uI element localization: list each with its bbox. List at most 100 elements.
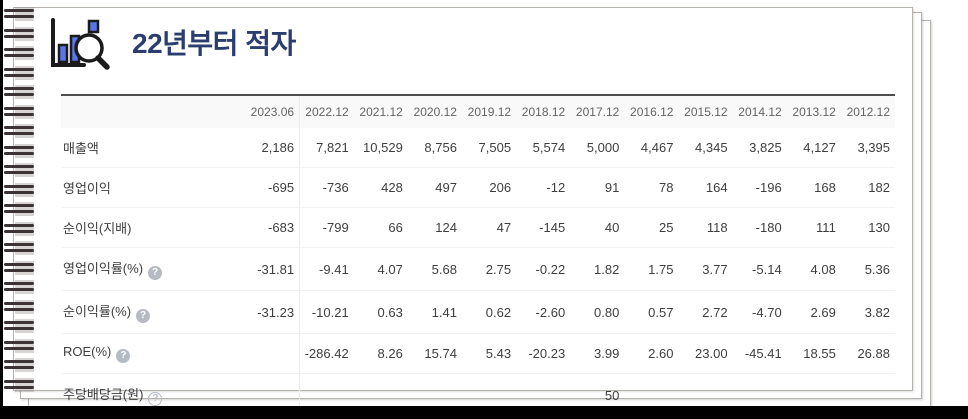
notebook-page: 22년부터 적자 2023.06 2022.12 2021.12 2020.12 201… [13,7,913,417]
row-label: 순이익률(%)? [61,290,212,334]
row-label: 순이익(지배) [61,207,212,248]
spiral-ring-icon [4,7,34,21]
spiral-ring-icon [4,26,34,41]
table-cell: 23.00 [678,333,733,374]
spiral-ring-icon [4,85,34,99]
spiral-ring-icon [4,241,34,255]
table-cell: 47 [461,207,517,248]
table-cell: 4,345 [678,128,733,168]
table-cell: 66 [353,207,408,248]
table-cell: 3.77 [678,247,733,291]
table-cell: 5,000 [570,128,625,168]
spiral-ring-icon [4,260,34,275]
spiral-ring-icon [4,182,34,197]
table-cell: 3,395 [840,128,895,168]
table-cell: 3.82 [840,290,895,334]
table-cell: -683 [211,207,301,248]
table-cell: 10,529 [353,128,408,168]
table-cell: -695 [211,167,301,208]
table-cell: 118 [678,207,733,248]
spiral-ring-icon [4,104,34,119]
help-icon[interactable]: ? [136,309,151,323]
table-cell: -20.23 [516,333,571,374]
table-row: ROE(%)? -286.42 8.26 15.74 5.43 -20.23 3.99 2.6… [61,333,895,374]
table-cell: -10.21 [299,290,354,334]
table-cell: 164 [678,167,733,208]
table-row: 영업이익 -695 -736 428 497 206 -12 91 78 164 -196 168 18… [61,167,895,208]
table-cell: -286.42 [299,333,354,374]
table-cell: 428 [353,167,408,208]
column-header: 2020.12 [407,95,462,128]
table-cell: 5,574 [516,128,571,168]
table-cell: -145 [516,207,571,248]
spiral-ring-icon [4,319,34,333]
column-header-empty [61,95,212,128]
table-cell: 3,825 [732,128,787,168]
table-cell: 497 [407,167,462,208]
table-row: 순이익률(%)? -31.23 -10.21 0.63 1.41 0.62 -2.60 0.8… [61,290,895,334]
column-header: 2017.12 [570,95,625,128]
table-cell: -180 [732,207,787,248]
bar-chart-magnifier-icon [51,18,110,70]
table-cell: -31.23 [211,290,301,334]
spiral-ring-icon [4,299,34,314]
table-cell: -45.41 [732,333,787,374]
table-cell: 2.69 [786,290,841,334]
title-row: 22년부터 적자 [48,18,296,70]
row-label: 영업이익률(%)? [61,247,212,291]
table-cell: 5.36 [840,247,895,291]
spiral-binding [0,0,40,419]
spiral-ring-icon [4,163,34,177]
table-cell: -0.22 [516,247,571,291]
help-icon[interactable]: ? [148,266,163,280]
table-cell: 3.99 [570,333,625,374]
table-cell: 4,467 [624,128,679,168]
table-cell: 8.26 [353,333,408,374]
table-row: 영업이익률(%)? -31.81 -9.41 4.07 5.68 2.75 -0.22 1.8… [61,247,895,291]
screenshot-left-black-edge [0,0,3,419]
spiral-ring-icon [4,280,34,294]
help-icon[interactable]: ? [148,392,163,406]
table-cell: 168 [786,167,841,208]
table-cell: -2.60 [516,290,571,334]
financial-table-container: 2023.06 2022.12 2021.12 2020.12 2019.12 2018.… [61,94,895,417]
table-cell: 7,821 [299,128,354,168]
financial-table: 2023.06 2022.12 2021.12 2020.12 2019.12 2018.… [61,94,895,417]
spiral-ring-icon [4,338,34,353]
table-cell: 0.63 [353,290,408,334]
table-cell: 40 [570,207,625,248]
column-header: 2022.12 [299,95,354,128]
table-cell: 4.07 [353,247,408,291]
table-cell: 206 [461,167,517,208]
table-cell: -4.70 [732,290,787,334]
table-cell: 111 [786,207,841,248]
table-cell: 91 [570,167,625,208]
table-cell: 4.08 [786,247,841,291]
table-cell: 1.82 [570,247,625,291]
table-cell: 2.60 [624,333,679,374]
table-cell: 0.57 [624,290,679,334]
column-header: 2021.12 [353,95,408,128]
help-icon[interactable]: ? [116,349,131,363]
table-cell: 15.74 [407,333,462,374]
table-cell: 0.80 [570,290,625,334]
spiral-ring-icon [4,46,34,60]
column-header: 2013.12 [786,95,841,128]
spiral-ring-icon [4,143,34,158]
column-header: 2019.12 [461,95,517,128]
column-header: 2023.06 [211,95,301,128]
table-cell: -31.81 [211,247,301,291]
table-cell: 7,505 [461,128,517,168]
spiral-ring-icon [4,124,34,138]
table-cell: 18.55 [786,333,841,374]
table-cell: 2,186 [211,128,301,168]
table-cell: -5.14 [732,247,787,291]
spiral-ring-icon [4,358,34,372]
table-cell: 4,127 [786,128,841,168]
table-header-row: 2023.06 2022.12 2021.12 2020.12 2019.12 2018.… [61,95,895,128]
table-cell: 0.62 [461,290,517,334]
table-cell: -799 [299,207,354,248]
spiral-ring-icon [4,377,34,392]
table-cell [211,333,301,374]
column-header: 2014.12 [732,95,787,128]
